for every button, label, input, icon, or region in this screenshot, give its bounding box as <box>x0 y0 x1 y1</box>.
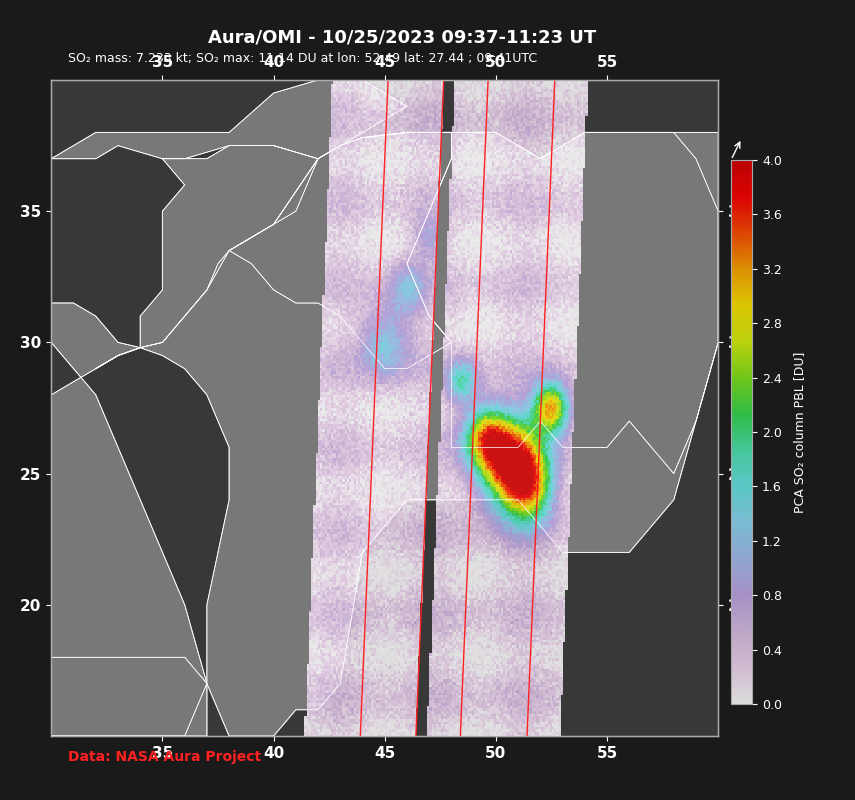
Y-axis label: PCA SO₂ column PBL [DU]: PCA SO₂ column PBL [DU] <box>793 351 806 513</box>
Polygon shape <box>140 146 318 348</box>
Polygon shape <box>51 303 207 736</box>
Polygon shape <box>229 133 451 369</box>
Polygon shape <box>51 658 207 736</box>
Text: SO₂ mass: 7.233 kt; SO₂ max: 11.14 DU at lon: 52.49 lat: 27.44 ; 09:41UTC: SO₂ mass: 7.233 kt; SO₂ max: 11.14 DU at… <box>68 52 538 65</box>
Text: Aura/OMI - 10/25/2023 09:37-11:23 UT: Aura/OMI - 10/25/2023 09:37-11:23 UT <box>208 28 596 46</box>
Polygon shape <box>51 80 407 158</box>
Polygon shape <box>96 133 718 736</box>
Text: Data: NASA Aura Project: Data: NASA Aura Project <box>68 750 262 764</box>
Polygon shape <box>363 133 718 474</box>
